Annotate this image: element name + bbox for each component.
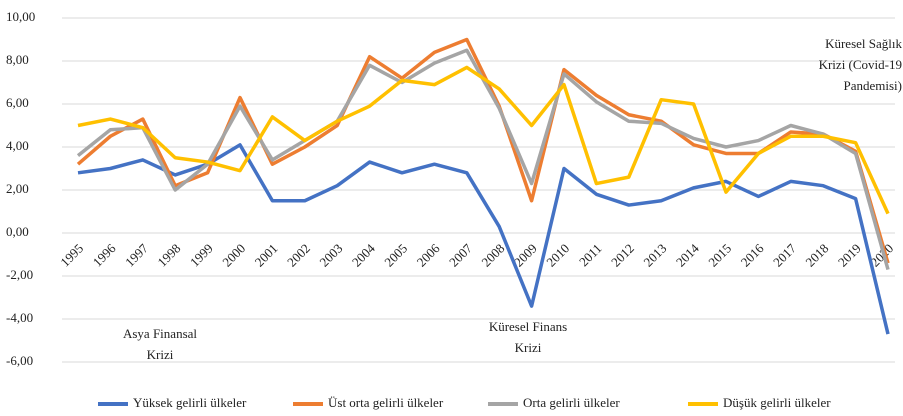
x-tick-label: 2012 — [608, 241, 637, 270]
x-tick-label: 2011 — [576, 241, 605, 270]
x-tick-label: 1998 — [154, 241, 183, 270]
y-tick-label: 2,00 — [6, 181, 29, 196]
legend-label: Üst orta gelirli ülkeler — [328, 395, 444, 410]
x-tick-label: 1995 — [57, 241, 86, 270]
x-tick-label: 2004 — [349, 240, 378, 269]
x-tick-label: 2005 — [381, 241, 410, 270]
x-tick-label: 2019 — [835, 241, 864, 270]
annotation: Krizi (Covid-19 — [819, 57, 902, 72]
annotation: Asya Finansal — [123, 326, 197, 341]
y-tick-label: 8,00 — [6, 52, 29, 67]
y-tick-label: 4,00 — [6, 138, 29, 153]
x-tick-label: 1997 — [122, 240, 151, 269]
y-tick-label: -6,00 — [6, 353, 33, 368]
y-tick-label: -2,00 — [6, 267, 33, 282]
x-tick-label: 2001 — [252, 241, 281, 270]
data-line — [77, 143, 890, 335]
x-tick-label: 2007 — [446, 240, 475, 269]
x-tick-label: 1999 — [187, 241, 216, 270]
legend-label: Yüksek gelirli ülkeler — [133, 395, 247, 410]
x-tick-label: 2016 — [738, 240, 767, 269]
y-tick-label: 10,00 — [6, 9, 35, 24]
x-tick-label: 2002 — [284, 241, 313, 270]
x-tick-label: 2006 — [414, 240, 443, 269]
x-tick-label: 2003 — [316, 241, 345, 270]
y-tick-label: 6,00 — [6, 95, 29, 110]
annotation: Krizi — [147, 347, 174, 362]
x-tick-label: 2015 — [705, 241, 734, 270]
x-tick-label: 2000 — [219, 241, 248, 270]
annotation: Pandemisi) — [844, 78, 903, 93]
annotation: Küresel Sağlık — [825, 36, 902, 51]
annotation: Krizi — [515, 340, 542, 355]
x-tick-label: 2013 — [640, 241, 669, 270]
annotation: Küresel Finans — [489, 319, 567, 334]
x-tick-label: 2014 — [673, 240, 702, 269]
x-tick-label: 1996 — [90, 240, 119, 269]
x-tick-label: 2017 — [770, 240, 799, 269]
x-tick-label: 2018 — [802, 241, 831, 270]
legend-label: Orta gelirli ülkeler — [523, 395, 620, 410]
y-tick-label: -4,00 — [6, 310, 33, 325]
y-tick-label: 0,00 — [6, 224, 29, 239]
x-tick-label: 2008 — [478, 241, 507, 270]
data-line — [76, 37, 890, 264]
legend-label: Düşük gelirli ülkeler — [723, 395, 831, 410]
data-line — [77, 65, 890, 215]
